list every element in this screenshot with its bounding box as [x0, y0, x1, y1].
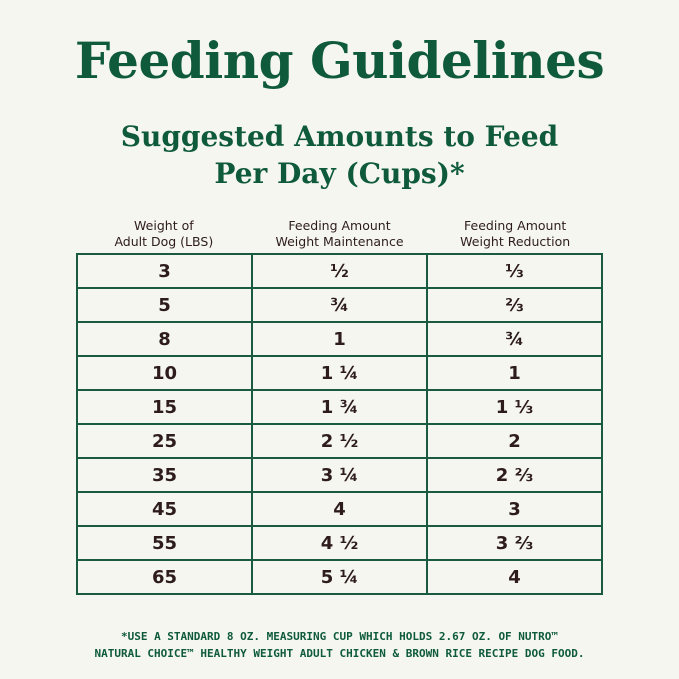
cell-weight: 65: [76, 559, 253, 595]
cell-maintenance: 1 ¾: [251, 389, 428, 425]
cell-maintenance: 4 ½: [251, 525, 428, 561]
cell-reduction: 1: [426, 355, 603, 391]
cell-weight: 15: [76, 389, 253, 425]
cell-weight: 25: [76, 423, 253, 459]
cell-weight: 8: [76, 321, 253, 357]
cell-reduction: 3: [426, 491, 603, 527]
page-title: Feeding Guidelines: [74, 31, 605, 90]
cell-weight: 35: [76, 457, 253, 493]
cell-maintenance: 1 ¼: [251, 355, 428, 391]
cell-maintenance: 2 ½: [251, 423, 428, 459]
table-row: 45 4 3: [76, 491, 603, 527]
footnote-line-1: *USE A STANDARD 8 OZ. MEASURING CUP WHIC…: [120, 630, 559, 643]
header-maintenance: Feeding Amount Weight Maintenance: [275, 218, 404, 249]
header-weight: Weight of Adult Dog (LBS): [114, 218, 214, 249]
cell-weight: 45: [76, 491, 253, 527]
cell-maintenance: 4: [251, 491, 428, 527]
cell-weight: 10: [76, 355, 253, 391]
cell-weight: 3: [76, 253, 253, 289]
cell-maintenance: 1: [251, 321, 428, 357]
cell-weight: 55: [76, 525, 253, 561]
cell-reduction: ⅓: [426, 253, 603, 289]
subtitle-line-2: Per Day (Cups)*: [214, 157, 465, 190]
subtitle: Suggested Amounts to Feed Per Day (Cups)…: [0, 118, 679, 192]
cell-maintenance: 5 ¼: [251, 559, 428, 595]
cell-reduction: ⅔: [426, 287, 603, 323]
header-reduction: Feeding Amount Weight Reduction: [460, 218, 571, 249]
cell-reduction: ¾: [426, 321, 603, 357]
footnote-line-2: NATURAL CHOICE™ HEALTHY WEIGHT ADULT CHI…: [94, 647, 585, 660]
cell-reduction: 1 ⅓: [426, 389, 603, 425]
subtitle-line-1: Suggested Amounts to Feed: [120, 120, 559, 153]
cell-reduction: 3 ⅔: [426, 525, 603, 561]
cell-maintenance: 3 ¼: [251, 457, 428, 493]
cell-weight: 5: [76, 287, 253, 323]
cell-reduction: 2 ⅔: [426, 457, 603, 493]
table-headers: Weight of Adult Dog (LBS) Feeding Amount…: [76, 218, 603, 250]
cell-reduction: 2: [426, 423, 603, 459]
cell-reduction: 4: [426, 559, 603, 595]
cell-maintenance: ½: [251, 253, 428, 289]
footnote: *USE A STANDARD 8 OZ. MEASURING CUP WHIC…: [0, 628, 679, 662]
cell-maintenance: ¾: [251, 287, 428, 323]
